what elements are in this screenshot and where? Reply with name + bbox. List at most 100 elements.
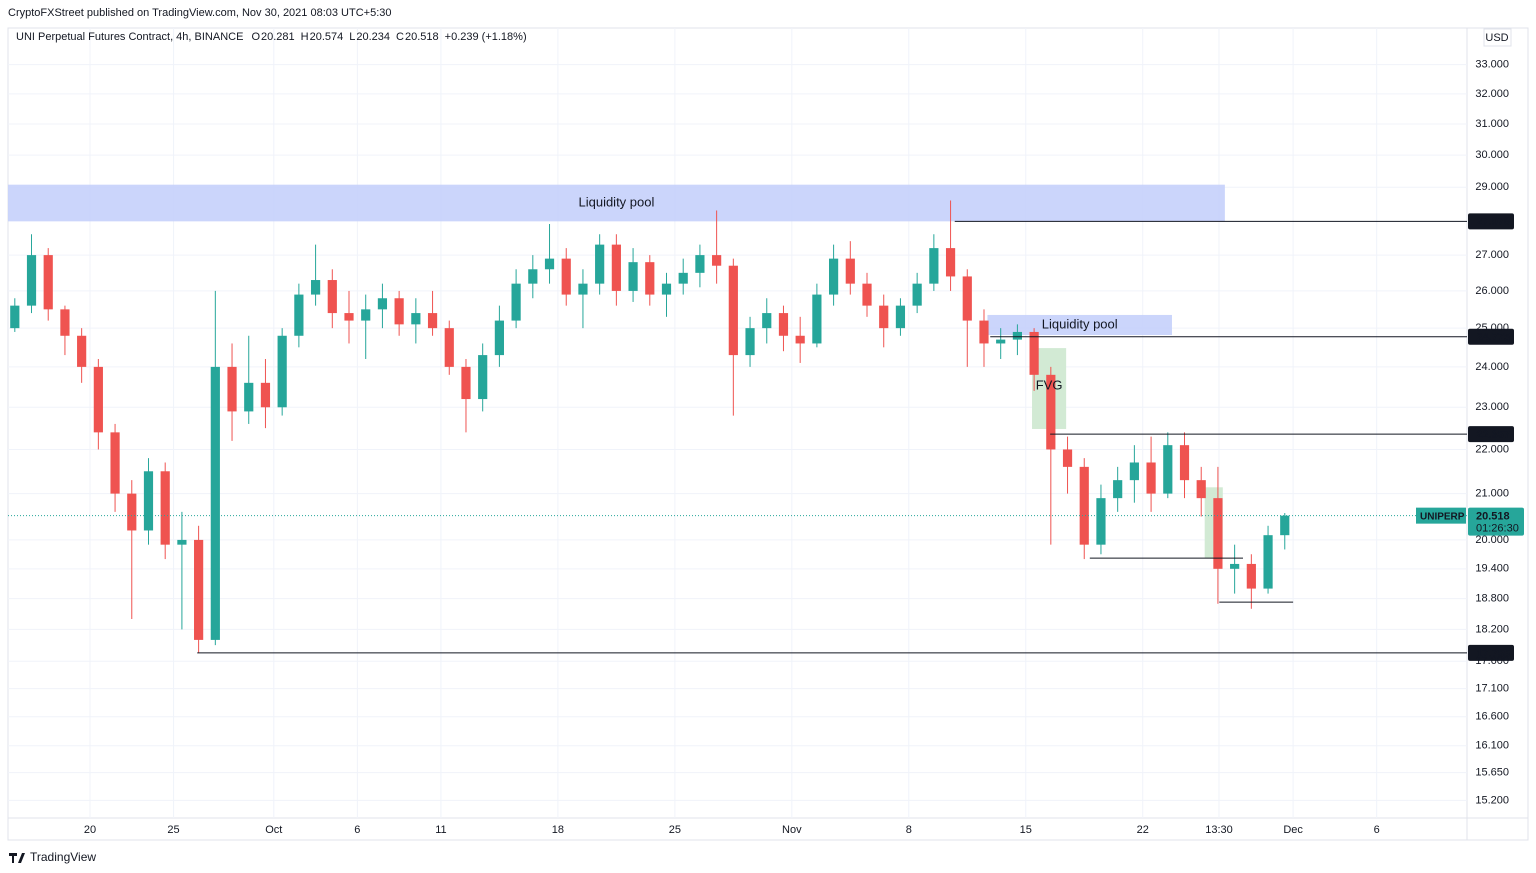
candle-body bbox=[1079, 466, 1089, 545]
candle-body bbox=[10, 305, 20, 329]
zone bbox=[987, 314, 1172, 336]
x-tick-label: 25 bbox=[669, 824, 681, 836]
candle-body bbox=[478, 355, 488, 400]
candle-body bbox=[77, 335, 87, 367]
candle-body bbox=[795, 335, 805, 344]
candle-body bbox=[695, 255, 705, 273]
candle-body bbox=[945, 248, 956, 277]
candle-body bbox=[661, 283, 672, 295]
x-tick-label: 6 bbox=[1374, 824, 1380, 836]
candle-body bbox=[895, 305, 906, 329]
y-tick-label: 27.000 bbox=[1475, 249, 1509, 261]
x-tick-label: Dec bbox=[1283, 824, 1303, 836]
zone-label: Liquidity pool bbox=[1042, 316, 1118, 331]
level-tag bbox=[1468, 644, 1514, 661]
x-tick-label: 18 bbox=[552, 824, 564, 836]
y-tick-label: 31.000 bbox=[1475, 118, 1509, 130]
candle-body bbox=[143, 471, 154, 531]
currency: USD bbox=[1485, 32, 1508, 44]
level-tag bbox=[1468, 213, 1514, 230]
symbol: UNI Perpetual Futures Contract, 4h, BINA… bbox=[16, 31, 243, 43]
candle-body bbox=[544, 258, 555, 270]
candle-body bbox=[728, 265, 738, 356]
level-tag bbox=[1468, 328, 1514, 345]
x-tick-label: 8 bbox=[906, 824, 912, 836]
candle-body bbox=[1280, 515, 1290, 536]
y-tick-label: 17.100 bbox=[1475, 682, 1509, 694]
zone-label: FVG bbox=[1036, 378, 1063, 393]
candle-body bbox=[1263, 535, 1273, 589]
zone bbox=[8, 184, 1225, 222]
candle-body bbox=[745, 328, 755, 356]
candle-body bbox=[327, 280, 337, 314]
x-tick-label: 15 bbox=[1020, 824, 1032, 836]
y-tick-label: 19.400 bbox=[1475, 563, 1509, 575]
candle-body bbox=[294, 294, 304, 336]
candle-body bbox=[361, 309, 371, 321]
candle-body bbox=[678, 272, 688, 284]
candle-body bbox=[762, 313, 772, 329]
candle-body bbox=[1113, 480, 1123, 499]
y-tick-label: 33.000 bbox=[1475, 59, 1509, 71]
logo bbox=[9, 853, 25, 863]
candle-body bbox=[912, 283, 922, 306]
x-tick-label: 11 bbox=[435, 824, 446, 836]
candle-body bbox=[244, 382, 254, 412]
candle-body bbox=[1246, 563, 1256, 589]
candle-body bbox=[411, 313, 421, 325]
candle-body bbox=[561, 258, 571, 295]
y-tick-label: 16.100 bbox=[1475, 740, 1509, 752]
candle-body bbox=[645, 262, 655, 295]
ohlc-value: 20.574 bbox=[310, 31, 344, 43]
candle-body bbox=[611, 244, 621, 291]
candle-body bbox=[528, 269, 538, 284]
candle-body bbox=[310, 280, 321, 295]
y-tick-label: 15.200 bbox=[1475, 794, 1509, 806]
candle-body bbox=[194, 539, 204, 640]
candle-body bbox=[60, 309, 70, 336]
symbol-name: UNIPERP bbox=[1420, 511, 1465, 522]
ohlc-value: 20.518 bbox=[405, 31, 439, 43]
candle-body bbox=[444, 328, 454, 367]
candle-body bbox=[210, 366, 220, 640]
candle-body bbox=[929, 248, 939, 284]
candle-body bbox=[578, 283, 588, 295]
price-value: 20.518 bbox=[1476, 511, 1510, 523]
candle-body bbox=[1179, 445, 1190, 481]
candle-body bbox=[43, 255, 53, 310]
candle-body bbox=[277, 335, 287, 408]
y-tick-label: 21.000 bbox=[1475, 488, 1509, 500]
candle-body bbox=[1096, 498, 1106, 545]
candle-body bbox=[1163, 445, 1173, 494]
change: +0.239 (+1.18%) bbox=[445, 31, 527, 43]
level-label: 27.978 bbox=[1476, 216, 1510, 228]
candle-body bbox=[494, 320, 504, 356]
candle-body bbox=[979, 320, 989, 344]
x-tick-label: Nov bbox=[782, 824, 802, 836]
candle-body bbox=[845, 258, 855, 284]
candle-body bbox=[177, 539, 187, 545]
candle-body bbox=[812, 294, 822, 344]
overlays: Liquidity pool Liquidity pool FVG 27.978 24.… bbox=[8, 194, 1524, 661]
zone-label: Liquidity pool bbox=[578, 194, 654, 209]
y-tick-label: 29.000 bbox=[1475, 181, 1509, 193]
candle-body bbox=[712, 255, 722, 266]
y-tick-label: 30.000 bbox=[1475, 149, 1509, 161]
currency-box bbox=[1483, 28, 1512, 47]
candles bbox=[10, 200, 1290, 653]
candle-body bbox=[1213, 498, 1223, 569]
y-tick-label: 22.000 bbox=[1475, 443, 1509, 455]
candle-body bbox=[110, 432, 120, 494]
candle-body bbox=[26, 255, 37, 306]
candle-body bbox=[1129, 462, 1139, 481]
candle-body bbox=[1029, 331, 1039, 375]
y-tick-label: 18.800 bbox=[1475, 593, 1509, 605]
x-tick-label: Oct bbox=[265, 824, 282, 836]
candle-body bbox=[394, 298, 404, 325]
ohlc-label: L bbox=[349, 31, 355, 43]
y-tick-label: 16.600 bbox=[1475, 711, 1509, 723]
y-tick-label: 26.000 bbox=[1475, 285, 1509, 297]
y-tick-label: 15.650 bbox=[1475, 767, 1509, 779]
level-label: 17.755 bbox=[1476, 648, 1510, 660]
